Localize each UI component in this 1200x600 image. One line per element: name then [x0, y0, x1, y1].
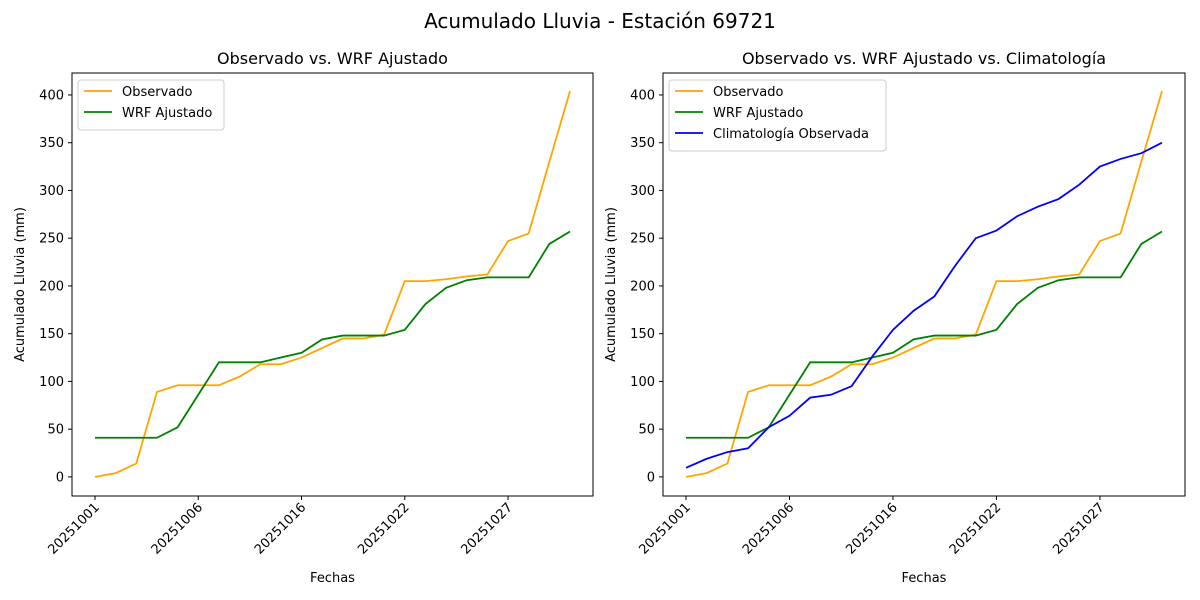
legend-label: WRF Ajustado	[713, 106, 803, 121]
series-line-wrf-ajustado	[95, 230, 571, 439]
x-tick-label: 20251006	[740, 500, 797, 557]
x-tick-label: 20251027	[1050, 500, 1107, 557]
legend-label: WRF Ajustado	[122, 106, 212, 121]
x-tick-label: 20251001	[45, 500, 102, 557]
series-line-wrf-ajustado	[686, 230, 1163, 439]
y-axis-label: Acumulado Lluvia (mm)	[604, 207, 619, 362]
y-tick-label: 350	[630, 136, 655, 151]
y-tick-label: 300	[39, 184, 64, 199]
y-tick-label: 250	[630, 232, 655, 247]
y-tick-label: 50	[638, 423, 655, 438]
y-tick-label: 250	[39, 232, 64, 247]
x-tick-label: 20251027	[458, 500, 515, 557]
legend-label: Observado	[713, 85, 784, 100]
y-axis-label: Acumulado Lluvia (mm)	[13, 207, 28, 362]
y-tick-label: 400	[39, 88, 64, 103]
x-axis-label: Fechas	[902, 571, 947, 586]
y-tick-label: 150	[630, 327, 655, 342]
plot-frame	[662, 72, 1186, 497]
series-line-climatolog-a-observada	[685, 141, 1163, 469]
y-tick-label: 200	[39, 279, 64, 294]
legend-box	[668, 79, 887, 152]
legend-label: Observado	[122, 85, 193, 100]
series-line-observado	[685, 90, 1163, 478]
y-tick-label: 300	[630, 184, 655, 199]
y-tick-label: 0	[647, 470, 655, 485]
legend-box	[77, 79, 225, 131]
subplot-title: Observado vs. WRF Ajustado	[217, 49, 448, 68]
x-axis-label: Fechas	[310, 571, 355, 586]
x-tick-label: 20251016	[843, 500, 900, 557]
x-tick-label: 20251016	[252, 500, 309, 557]
y-tick-label: 50	[47, 423, 64, 438]
subplot-2: Observado vs. WRF Ajustado vs. Climatolo…	[604, 49, 1186, 586]
x-tick-label: 20251022	[355, 500, 412, 557]
legend: Observado WRF Ajustado Climatología Observ…	[668, 79, 887, 152]
x-tick-label: 20251006	[149, 500, 206, 557]
y-tick-label: 100	[39, 375, 64, 390]
legend-label: Climatología Observada	[713, 127, 869, 142]
x-tick-label: 20251001	[636, 500, 693, 557]
x-tick-label: 20251022	[947, 500, 1004, 557]
legend: Observado WRF Ajustado	[77, 79, 225, 131]
y-tick-label: 200	[630, 279, 655, 294]
y-tick-label: 100	[630, 375, 655, 390]
y-tick-label: 400	[630, 88, 655, 103]
series-line-observado	[94, 90, 571, 478]
plot-frame	[71, 72, 594, 497]
figure-title: Acumulado Lluvia - Estación 69721	[424, 9, 776, 33]
subplot-1: Observado vs. WRF Ajustado Fechas Acumulad…	[13, 49, 594, 586]
y-tick-label: 150	[39, 327, 64, 342]
y-tick-label: 0	[56, 470, 64, 485]
y-tick-label: 350	[39, 136, 64, 151]
subplot-title: Observado vs. WRF Ajustado vs. Climatolo…	[742, 49, 1106, 68]
